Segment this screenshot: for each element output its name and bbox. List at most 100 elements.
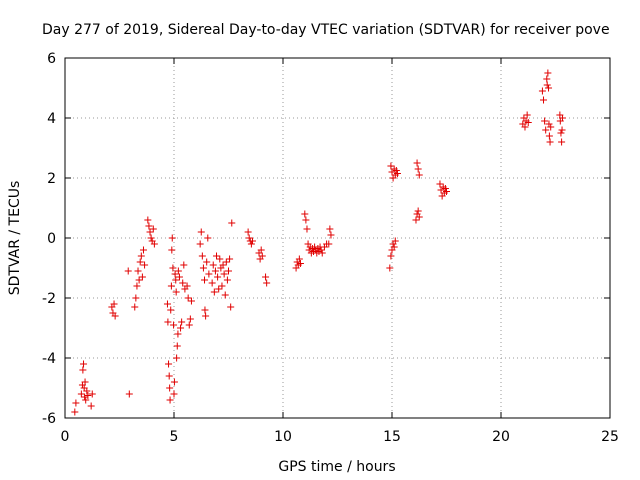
data-point <box>196 240 204 248</box>
data-point <box>178 318 186 326</box>
data-point <box>216 255 224 263</box>
data-point <box>558 138 566 146</box>
data-point <box>221 291 229 299</box>
data-point <box>220 270 228 278</box>
data-point <box>184 294 192 302</box>
data-point <box>247 240 255 248</box>
data-point <box>390 243 398 251</box>
data-point <box>166 384 174 392</box>
data-point <box>245 234 253 242</box>
data-point <box>187 297 195 305</box>
x-tick-label: 10 <box>274 429 292 445</box>
x-tick-label: 20 <box>492 429 510 445</box>
data-point <box>225 267 232 275</box>
data-point <box>146 228 154 236</box>
data-point <box>414 207 422 215</box>
data-point <box>167 306 175 314</box>
data-point <box>81 393 89 401</box>
data-point <box>87 402 95 410</box>
data-point <box>177 324 185 332</box>
data-point <box>317 246 325 254</box>
data-point <box>538 87 546 95</box>
data-point <box>179 279 187 287</box>
data-point <box>134 267 142 275</box>
x-tick-label: 25 <box>601 429 619 445</box>
data-point <box>248 237 256 245</box>
data-point <box>125 390 133 398</box>
data-point <box>325 240 333 248</box>
y-tick-label: 6 <box>47 51 56 67</box>
data-point <box>136 258 144 266</box>
data-point <box>169 264 177 272</box>
data-point <box>173 354 181 362</box>
data-point <box>77 390 85 398</box>
data-point <box>133 282 141 290</box>
data-point <box>201 276 209 284</box>
data-point <box>393 170 401 177</box>
data-point <box>262 273 270 281</box>
data-point <box>392 167 400 174</box>
data-point <box>137 252 145 260</box>
data-point <box>79 366 87 374</box>
data-point <box>545 84 553 92</box>
data-point <box>547 123 555 131</box>
data-point <box>170 321 178 329</box>
data-point <box>542 126 550 134</box>
data-point <box>168 246 176 254</box>
data-point <box>386 264 394 272</box>
data-point <box>540 96 548 104</box>
plot-frame <box>64 57 611 419</box>
data-point <box>82 396 90 404</box>
data-point <box>185 321 193 329</box>
x-axis-label: GPS time / hours <box>278 459 395 475</box>
data-point <box>543 75 551 83</box>
data-point <box>170 378 178 386</box>
data-point <box>172 288 180 296</box>
data-point <box>244 228 252 236</box>
data-point <box>545 120 553 128</box>
data-point <box>174 330 182 338</box>
data-point <box>219 261 227 269</box>
data-point <box>201 306 209 314</box>
data-point <box>135 276 143 284</box>
data-point <box>318 249 326 257</box>
data-point <box>301 210 309 218</box>
data-point <box>257 246 265 254</box>
data-point <box>175 273 183 281</box>
data-point <box>204 234 212 242</box>
data-point <box>222 258 230 266</box>
data-point <box>521 123 529 131</box>
data-point <box>111 312 119 320</box>
data-point <box>391 237 399 245</box>
data-point <box>71 408 79 416</box>
y-tick-label: 2 <box>47 171 56 187</box>
data-point <box>541 117 549 125</box>
x-tick-label: 0 <box>61 429 70 445</box>
data-point <box>208 279 216 287</box>
chart-title: Day 277 of 2019, Sidereal Day-to-day VTE… <box>42 22 610 38</box>
y-tick-label: 0 <box>47 231 56 247</box>
data-point <box>83 387 91 395</box>
data-point <box>141 261 149 269</box>
data-point <box>172 276 180 284</box>
data-point <box>197 228 205 236</box>
data-point <box>72 399 80 407</box>
data-point <box>88 390 96 398</box>
data-point <box>173 342 181 350</box>
data-point <box>132 294 140 302</box>
grid-lines <box>65 58 610 418</box>
data-point <box>326 225 334 233</box>
data-point <box>226 255 234 263</box>
y-tick-label: -6 <box>42 411 56 427</box>
data-point <box>415 213 423 221</box>
y-axis-label: SDTVAR / TECUs <box>7 181 23 296</box>
data-point <box>166 396 174 404</box>
data-point <box>545 132 553 140</box>
data-point <box>558 126 566 134</box>
data-point <box>149 225 157 233</box>
y-tick-label: -2 <box>42 291 56 307</box>
x-tick-label: 15 <box>383 429 401 445</box>
data-point <box>198 252 206 260</box>
data-point <box>163 300 171 308</box>
data-point <box>210 288 218 296</box>
